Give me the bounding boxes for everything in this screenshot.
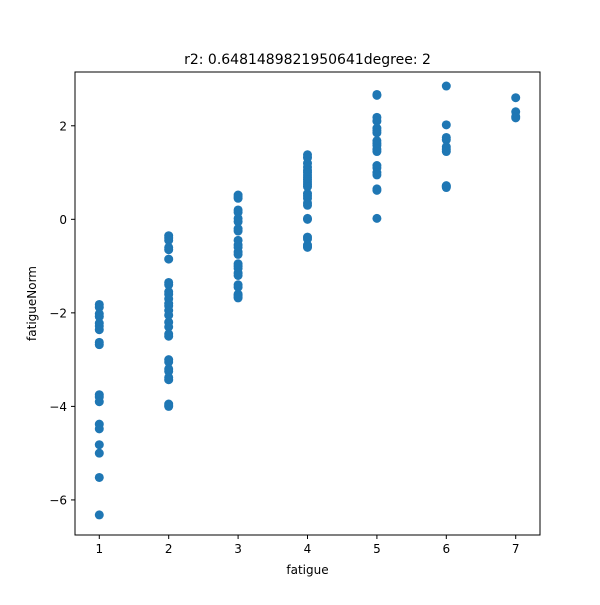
data-point: [372, 90, 382, 100]
data-point: [94, 510, 104, 520]
y-tick-label: 2: [59, 119, 67, 133]
data-point: [164, 357, 174, 367]
data-point: [164, 401, 174, 411]
x-axis-ticks: 1 2 3 4 5 6 7: [95, 535, 520, 556]
data-point: [441, 147, 451, 157]
data-point: [164, 235, 174, 245]
data-point: [372, 147, 382, 157]
data-point: [441, 135, 451, 145]
data-point: [233, 282, 243, 292]
data-point: [164, 322, 174, 332]
data-point: [303, 200, 312, 210]
data-point: [164, 310, 174, 320]
data-point: [233, 293, 243, 303]
data-point: [94, 424, 104, 434]
data-point: [303, 182, 312, 192]
y-tick-label: −4: [49, 400, 67, 414]
y-axis-ticks: −6 −4 −2 0 2: [49, 119, 75, 507]
x-axis-label: fatigue: [286, 563, 328, 577]
data-point: [441, 120, 451, 130]
data-point: [94, 440, 104, 450]
data-point: [94, 302, 104, 312]
data-point: [233, 226, 243, 236]
x-tick-label: 3: [234, 542, 242, 556]
data-point: [233, 249, 243, 259]
data-point: [164, 280, 174, 290]
data-point: [233, 193, 243, 203]
data-point: [233, 270, 243, 280]
x-tick-label: 5: [373, 542, 381, 556]
data-point: [372, 116, 382, 126]
y-tick-label: −2: [49, 306, 67, 320]
x-tick-label: 7: [512, 542, 520, 556]
x-tick-label: 1: [95, 542, 103, 556]
data-point: [94, 312, 104, 322]
data-point: [164, 245, 174, 255]
scatter-points: [94, 81, 521, 520]
data-point: [164, 331, 174, 341]
data-point: [372, 170, 382, 180]
data-point: [511, 113, 521, 123]
data-point: [372, 185, 382, 195]
data-point: [164, 375, 174, 385]
data-point: [511, 93, 521, 103]
y-axis-label: fatigueNorm: [25, 266, 39, 341]
data-point: [303, 242, 312, 252]
data-point: [94, 325, 104, 335]
data-point: [94, 397, 104, 407]
data-point: [303, 214, 312, 224]
data-point: [233, 217, 243, 227]
data-point: [164, 254, 174, 264]
data-point: [372, 128, 382, 138]
data-point: [94, 448, 104, 458]
data-point: [372, 213, 382, 223]
data-point: [94, 472, 104, 482]
x-tick-label: 2: [165, 542, 173, 556]
data-point: [441, 81, 451, 91]
y-tick-label: 0: [59, 213, 67, 227]
x-tick-label: 4: [304, 542, 312, 556]
y-tick-label: −6: [49, 493, 67, 507]
data-point: [94, 340, 104, 350]
x-tick-label: 6: [442, 542, 450, 556]
chart-title: r2: 0.6481489821950641degree: 2: [184, 52, 431, 68]
data-point: [441, 183, 451, 193]
